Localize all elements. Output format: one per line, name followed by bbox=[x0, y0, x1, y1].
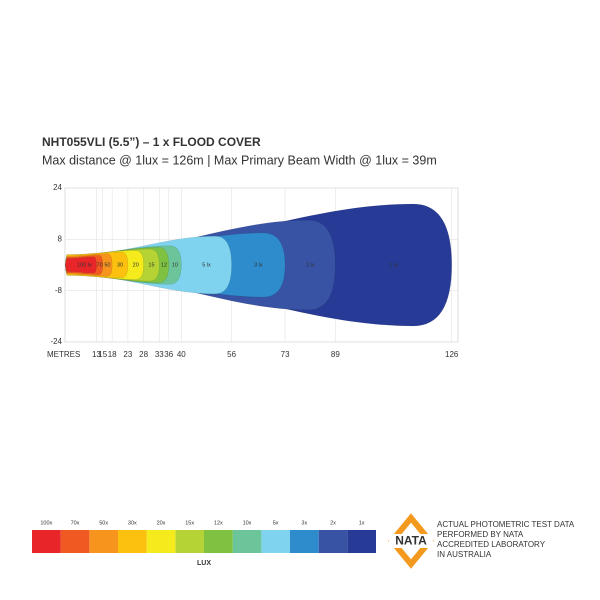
x-tick-label: 13 bbox=[92, 350, 101, 359]
contour-label: 3 lx bbox=[254, 262, 263, 268]
legend-label: 2x bbox=[330, 520, 336, 526]
legend-label: 100x bbox=[40, 520, 52, 526]
x-tick-label: 33 bbox=[155, 350, 164, 359]
legend-label: 1x bbox=[359, 520, 365, 526]
legend-label: 10x bbox=[243, 520, 252, 526]
y-tick-label: -8 bbox=[55, 286, 63, 295]
legend-swatch bbox=[89, 530, 118, 553]
nata-logo: NATA bbox=[395, 534, 427, 548]
legend-swatch bbox=[204, 530, 233, 553]
legend-swatch bbox=[261, 530, 290, 553]
x-tick-label: 40 bbox=[177, 350, 186, 359]
legend-swatch bbox=[32, 530, 61, 553]
x-axis-label: METRES bbox=[47, 350, 80, 359]
legend-label: 50x bbox=[99, 520, 108, 526]
beam-contour bbox=[65, 256, 97, 274]
legend-label: 3x bbox=[301, 520, 307, 526]
legend-swatch bbox=[118, 530, 147, 553]
nata-band bbox=[389, 534, 433, 548]
nata-badge: NATA ACTUAL PHOTOMETRIC TEST DATA PERFOR… bbox=[388, 513, 575, 569]
x-tick-label: 56 bbox=[227, 350, 236, 359]
legend-label: 15x bbox=[185, 520, 194, 526]
contour-label: 100 lx bbox=[77, 262, 92, 268]
legend-label: 30x bbox=[128, 520, 137, 526]
legend-swatch bbox=[146, 530, 176, 553]
legend-label: 5x bbox=[273, 520, 279, 526]
chart-subtitle: Max distance @ 1lux = 126m | Max Primary… bbox=[42, 153, 437, 167]
contour-label: 15 bbox=[148, 262, 154, 268]
x-tick-label: 18 bbox=[108, 350, 117, 359]
legend: 1x 2x 3x 5x 10x 12x 15x 20x 30x 50x 70x 100x bbox=[32, 520, 376, 553]
nata-diamond bbox=[388, 513, 434, 569]
legend-swatch bbox=[290, 530, 319, 553]
legend-swatch bbox=[175, 530, 204, 553]
y-tick-label: -24 bbox=[50, 337, 62, 346]
legend-label: 20x bbox=[157, 520, 166, 526]
badge-line: IN AUSTRALIA bbox=[437, 550, 492, 559]
x-tick-label: 126 bbox=[445, 350, 459, 359]
contour-label: 2 lx bbox=[306, 262, 315, 268]
y-tick-label: 8 bbox=[58, 234, 63, 243]
badge-line: ACCREDITED LABORATORY bbox=[437, 540, 546, 549]
badge-line: PERFORMED BY NATA bbox=[437, 530, 524, 539]
legend-swatch bbox=[232, 530, 262, 553]
badge-line: ACTUAL PHOTOMETRIC TEST DATA bbox=[437, 520, 575, 529]
contour-label: 1 lx bbox=[389, 262, 398, 268]
x-tick-label: 28 bbox=[139, 350, 148, 359]
contour-label: 70 bbox=[97, 262, 103, 268]
legend-label: 12x bbox=[214, 520, 223, 526]
x-tick-label: 73 bbox=[281, 350, 290, 359]
legend-swatch bbox=[60, 530, 90, 553]
x-tick-label: 23 bbox=[123, 350, 132, 359]
x-tick-label: 15 bbox=[98, 350, 107, 359]
chart-title: NHT055VLI (5.5”) – 1 x FLOOD COVER bbox=[42, 135, 261, 149]
contour-label: 5 lx bbox=[202, 262, 211, 268]
contour-label: 12 bbox=[161, 262, 167, 268]
legend-swatch bbox=[318, 530, 348, 553]
contour-label: 30 bbox=[117, 262, 123, 268]
contour-label: 50 bbox=[104, 262, 110, 268]
x-tick-label: 89 bbox=[331, 350, 340, 359]
y-tick-label: 24 bbox=[53, 183, 62, 192]
x-tick-label: 36 bbox=[164, 350, 173, 359]
contour-label: 20 bbox=[133, 262, 139, 268]
legend-title: LUX bbox=[197, 560, 211, 567]
legend-label: 70x bbox=[71, 520, 80, 526]
legend-swatch bbox=[347, 530, 376, 553]
contour-label: 10 bbox=[172, 262, 178, 268]
